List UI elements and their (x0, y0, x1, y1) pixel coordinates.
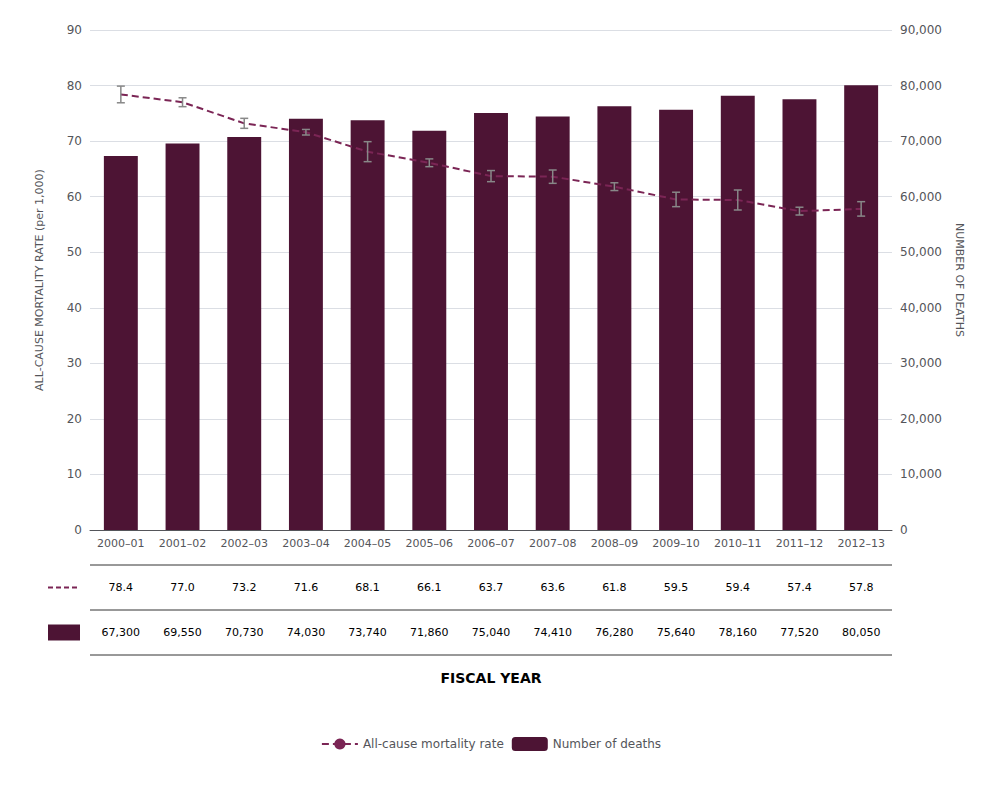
svg-text:80,050: 80,050 (842, 626, 881, 639)
svg-text:0: 0 (900, 523, 908, 537)
svg-text:40,000: 40,000 (900, 301, 942, 315)
svg-text:80,000: 80,000 (900, 79, 942, 93)
svg-text:50,000: 50,000 (900, 245, 942, 259)
svg-text:Number of deaths: Number of deaths (553, 737, 661, 751)
svg-text:80: 80 (67, 79, 82, 93)
svg-text:2001–02: 2001–02 (159, 537, 207, 550)
svg-text:2009–10: 2009–10 (652, 537, 700, 550)
svg-text:2006–07: 2006–07 (467, 537, 515, 550)
svg-text:20,000: 20,000 (900, 412, 942, 426)
svg-text:77.0: 77.0 (170, 581, 195, 594)
svg-text:30,000: 30,000 (900, 356, 942, 370)
svg-text:0: 0 (74, 523, 82, 537)
svg-text:2011–12: 2011–12 (776, 537, 824, 550)
svg-text:2008–09: 2008–09 (591, 537, 639, 550)
svg-text:90,000: 90,000 (900, 23, 942, 37)
svg-text:40: 40 (67, 301, 82, 315)
svg-text:20: 20 (67, 412, 82, 426)
svg-text:59.5: 59.5 (664, 581, 689, 594)
svg-text:74,410: 74,410 (533, 626, 572, 639)
svg-text:78.4: 78.4 (109, 581, 134, 594)
svg-text:ALL-CAUSE MORTALITY RATE (per: ALL-CAUSE MORTALITY RATE (per 1,000) (33, 169, 46, 391)
svg-text:FISCAL YEAR: FISCAL YEAR (440, 670, 541, 686)
svg-text:77,520: 77,520 (780, 626, 819, 639)
svg-text:2003–04: 2003–04 (282, 537, 330, 550)
svg-text:69,550: 69,550 (163, 626, 202, 639)
svg-text:60,000: 60,000 (900, 190, 942, 204)
svg-text:78,160: 78,160 (719, 626, 758, 639)
svg-text:2010–11: 2010–11 (714, 537, 762, 550)
svg-text:59.4: 59.4 (726, 581, 751, 594)
svg-text:71,860: 71,860 (410, 626, 449, 639)
svg-text:2012–13: 2012–13 (837, 537, 885, 550)
svg-text:67,300: 67,300 (102, 626, 141, 639)
svg-text:70,730: 70,730 (225, 626, 264, 639)
svg-text:2004–05: 2004–05 (344, 537, 392, 550)
svg-text:All-cause mortality rate: All-cause mortality rate (363, 737, 504, 751)
svg-text:70: 70 (67, 134, 82, 148)
svg-text:70,000: 70,000 (900, 134, 942, 148)
svg-text:63.7: 63.7 (479, 581, 504, 594)
svg-text:61.8: 61.8 (602, 581, 627, 594)
svg-text:2002–03: 2002–03 (220, 537, 268, 550)
svg-text:10: 10 (67, 467, 82, 481)
svg-text:2007–08: 2007–08 (529, 537, 577, 550)
svg-text:60: 60 (67, 190, 82, 204)
svg-text:30: 30 (67, 356, 82, 370)
svg-text:75,640: 75,640 (657, 626, 696, 639)
svg-text:63.6: 63.6 (540, 581, 565, 594)
svg-text:57.8: 57.8 (849, 581, 874, 594)
svg-text:57.4: 57.4 (787, 581, 812, 594)
svg-text:66.1: 66.1 (417, 581, 442, 594)
svg-text:74,030: 74,030 (287, 626, 326, 639)
svg-text:73,740: 73,740 (348, 626, 387, 639)
svg-text:2000–01: 2000–01 (97, 537, 144, 550)
svg-text:NUMBER OF DEATHS: NUMBER OF DEATHS (953, 223, 966, 337)
svg-text:2005–06: 2005–06 (406, 537, 454, 550)
svg-text:73.2: 73.2 (232, 581, 257, 594)
svg-text:68.1: 68.1 (355, 581, 380, 594)
svg-text:71.6: 71.6 (294, 581, 319, 594)
svg-text:75,040: 75,040 (472, 626, 511, 639)
svg-text:10,000: 10,000 (900, 467, 942, 481)
svg-text:90: 90 (67, 23, 82, 37)
svg-text:76,280: 76,280 (595, 626, 634, 639)
svg-text:50: 50 (67, 245, 82, 259)
